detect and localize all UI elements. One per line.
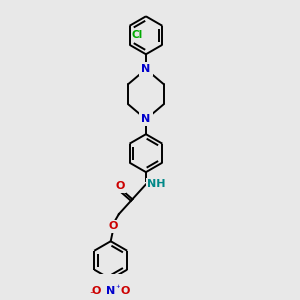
Text: O: O — [121, 286, 130, 296]
Text: N: N — [106, 286, 115, 296]
Text: O: O — [91, 286, 101, 296]
Text: N: N — [141, 114, 151, 124]
Text: $^+$: $^+$ — [114, 283, 122, 292]
Text: $^-$: $^-$ — [88, 290, 97, 300]
Text: O: O — [116, 182, 125, 191]
Text: N: N — [141, 64, 151, 74]
Text: Cl: Cl — [132, 30, 143, 40]
Text: NH: NH — [147, 179, 166, 189]
Text: O: O — [108, 221, 118, 231]
Text: N: N — [141, 64, 151, 74]
